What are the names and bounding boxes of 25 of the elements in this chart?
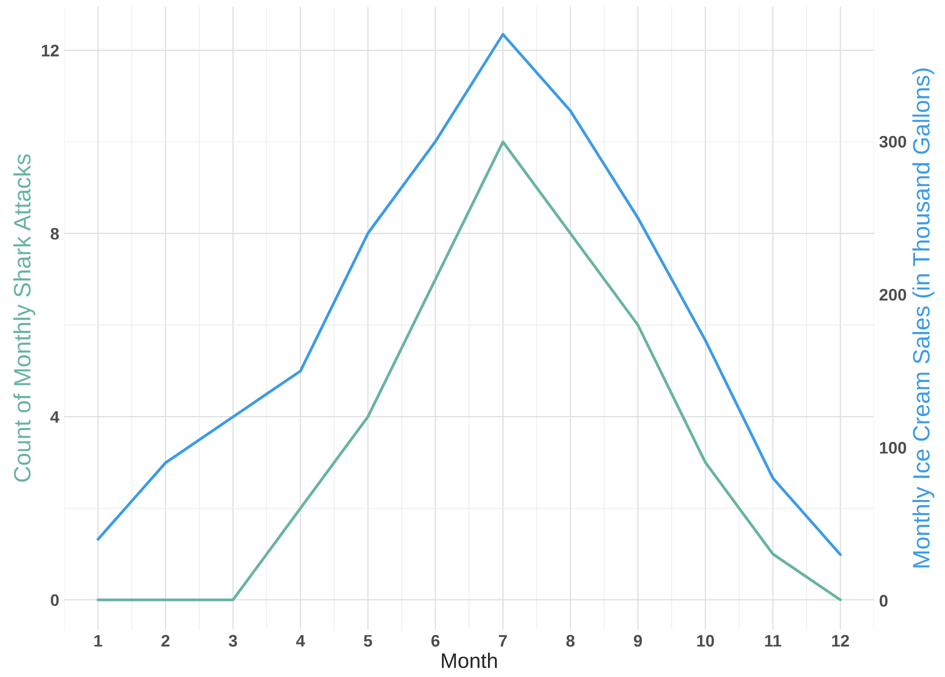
- y2-tick-label: 300: [879, 136, 906, 148]
- y2-axis-title: Monthly Ice Cream Sales (in Thousand Gallons): [912, 68, 934, 568]
- x-tick-label: 10: [697, 634, 714, 647]
- x-tick-label: 7: [499, 635, 507, 647]
- y2-tick-label: 100: [880, 442, 906, 454]
- x-tick-label: 6: [431, 634, 440, 647]
- y-axis-title: Count of Monthly Shark Attacks: [13, 154, 36, 482]
- x-tick-label: 4: [296, 635, 306, 647]
- line-series: [96, 140, 842, 602]
- line-series: [96, 32, 842, 556]
- x-tick-label: 11: [765, 635, 782, 647]
- y-tick-label: 4: [50, 411, 60, 423]
- x-tick-label: 8: [566, 634, 575, 647]
- y-tick-label: 8: [50, 228, 59, 240]
- x-tick-label: 3: [228, 634, 238, 647]
- y-tick-label: 0: [50, 594, 59, 606]
- x-tick-label: 1: [94, 635, 102, 647]
- y2-tick-label: 0: [880, 594, 888, 607]
- y-tick-label: 12: [42, 44, 59, 56]
- x-tick-label: 5: [364, 635, 372, 647]
- x-axis-title: Month: [442, 652, 497, 668]
- y2-tick-label: 200: [880, 288, 906, 301]
- x-tick-label: 12: [832, 634, 849, 647]
- x-tick-label: 9: [634, 634, 642, 647]
- x-tick-label: 2: [161, 634, 170, 647]
